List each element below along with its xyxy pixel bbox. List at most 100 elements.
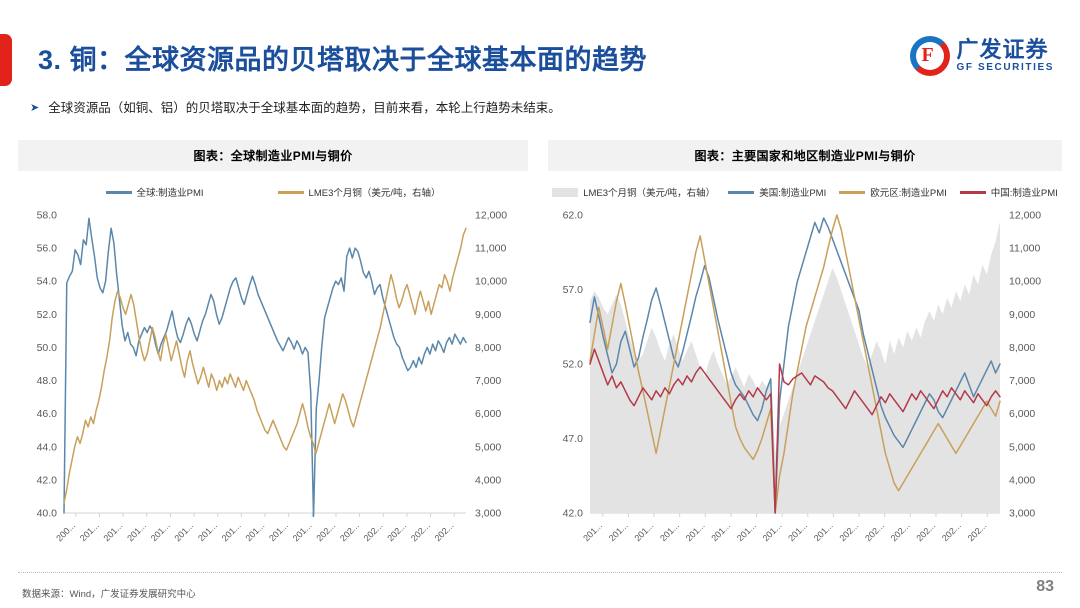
y-axis-tick-left: 58.0 <box>37 210 58 222</box>
y-axis-tick-right: 4,000 <box>1009 474 1035 486</box>
line-chart-right: 42.0 47.0 52.0 57.0 62.0 3,000 4,000 5,000 6,000… <box>563 210 1042 544</box>
y-axis-tick-left: 56.0 <box>37 243 58 255</box>
legend-label: 全球:制造业PMI <box>136 188 204 199</box>
x-axis-tick-label: 202... <box>940 520 963 543</box>
y-axis-tick-left: 47.0 <box>563 433 584 445</box>
source-note: 数据来源：Wind，广发证券发展研究中心 <box>22 589 196 600</box>
chart-line-series <box>63 217 467 518</box>
x-axis-tick-label: 201... <box>684 520 707 543</box>
y-axis-tick-right: 5,000 <box>1009 441 1035 453</box>
x-axis-tick-label: 202... <box>889 520 912 543</box>
y-axis-tick-left: 52.0 <box>563 359 584 371</box>
x-axis-tick-label: 201... <box>125 520 148 543</box>
x-axis-tick-label: 201... <box>786 520 809 543</box>
y-axis-tick-left: 48.0 <box>37 375 58 387</box>
legend-item-eurozone-pmi: 欧元区:制造业PMI <box>839 185 947 199</box>
x-axis-tick-label: 202... <box>914 520 937 543</box>
x-axis-tick-label: 201... <box>267 520 290 543</box>
logo-name-en: GF SECURITIES <box>956 62 1054 73</box>
x-axis-tick-label: 202... <box>385 520 408 543</box>
x-axis-tick-label: 201... <box>149 520 172 543</box>
x-axis-tick-label: 202... <box>837 520 860 543</box>
x-axis-tick-label: 200... <box>54 520 77 543</box>
y-axis-tick-right: 9,000 <box>1009 309 1035 321</box>
x-axis-tick-label: 201... <box>196 520 219 543</box>
chart-line-series <box>589 214 1001 514</box>
y-axis-tick-right: 9,000 <box>475 309 501 321</box>
y-axis-tick-right: 10,000 <box>1009 276 1041 288</box>
logo-mark-icon: F <box>909 36 950 76</box>
plot-area-right: 42.0 47.0 52.0 57.0 62.0 3,000 4,000 5,000 6,000… <box>548 205 1062 565</box>
chart-title-right: 图表：主要国家和地区制造业PMI与铜价 <box>548 140 1062 171</box>
chart-title-left: 图表：全球制造业PMI与铜价 <box>18 140 528 171</box>
legend-item-us-pmi: 美国:制造业PMI <box>728 185 826 199</box>
legend-item-global-pmi: 全球:制造业PMI <box>105 185 204 199</box>
y-axis-tick-right: 8,000 <box>475 342 501 354</box>
x-axis-tick-label: 201... <box>709 520 732 543</box>
y-axis-tick-right: 10,000 <box>475 276 507 288</box>
x-axis-tick-label: 201... <box>581 520 604 543</box>
legend-item-china-pmi: 中国:制造业PMI <box>959 185 1058 199</box>
y-axis-tick-right: 4,000 <box>475 474 501 486</box>
y-axis-tick-left: 54.0 <box>37 276 58 288</box>
legend-swatch-blue <box>728 190 755 194</box>
bullet-arrow-icon: ➤ <box>30 102 40 114</box>
logo-name-cn: 广发证券 <box>956 37 1049 62</box>
chart-legend-left: 全球:制造业PMI LME3个月铜（美元/吨，右轴） <box>18 185 528 199</box>
line-chart-left: 40.0 42.0 44.0 46.0 48.0 50.0 52.0 54.0 56.0 58.0… <box>37 210 508 544</box>
chart-area-series <box>590 221 1000 513</box>
chart-panel-global-pmi: 图表：全球制造业PMI与铜价 全球:制造业PMI LME3个月铜（美元/吨，右轴… <box>18 140 528 560</box>
gf-securities-logo: F 广发证券 GF SECURITIES <box>909 36 1054 76</box>
x-axis-tick-label: 201... <box>220 520 243 543</box>
y-axis-tick-left: 46.0 <box>37 408 58 420</box>
page-title: 3. 铜：全球资源品的贝塔取决于全球基本面的趋势 <box>38 45 648 75</box>
legend-label: 美国:制造业PMI <box>759 188 827 199</box>
y-axis-tick-left: 40.0 <box>37 508 58 520</box>
x-axis-tick-label: 202... <box>863 520 886 543</box>
page-number: 83 <box>1036 578 1054 595</box>
x-axis-tick-label: 202... <box>433 520 456 543</box>
y-axis-tick-right: 7,000 <box>475 375 501 387</box>
chart-line-series <box>63 227 467 504</box>
x-axis-tick-label: 201... <box>607 520 630 543</box>
y-axis-tick-left: 42.0 <box>37 474 58 486</box>
x-axis-tick-label: 202... <box>966 520 989 543</box>
legend-item-lme-copper: LME3个月铜（美元/吨，右轴） <box>277 185 441 199</box>
chart-line-series <box>589 217 1001 514</box>
y-axis-tick-right: 3,000 <box>1009 508 1035 520</box>
x-axis-tick-label: 202... <box>338 520 361 543</box>
legend-label: 中国:制造业PMI <box>990 188 1058 199</box>
x-axis-tick-label: 201... <box>812 520 835 543</box>
y-axis-tick-right: 6,000 <box>475 408 501 420</box>
y-axis-tick-right: 8,000 <box>1009 342 1035 354</box>
y-axis-tick-left: 42.0 <box>563 508 584 520</box>
chart-legend-right: LME3个月铜（美元/吨，右轴） 美国:制造业PMI 欧元区:制造业PMI 中国… <box>548 185 1062 199</box>
plot-area-left: 40.0 42.0 44.0 46.0 48.0 50.0 52.0 54.0 56.0 58.0… <box>18 205 528 565</box>
legend-swatch-gold <box>839 190 866 194</box>
legend-label: LME3个月铜（美元/吨，右轴） <box>583 188 716 199</box>
legend-swatch-blue <box>105 190 132 194</box>
legend-item-lme-copper: LME3个月铜（美元/吨，右轴） <box>552 185 715 199</box>
x-axis-tick-label: 202... <box>362 520 385 543</box>
legend-swatch-red <box>959 190 986 194</box>
x-axis-tick-label: 201... <box>172 520 195 543</box>
chart-line-series <box>589 348 1001 514</box>
y-axis-tick-right: 5,000 <box>475 441 501 453</box>
x-axis-tick-label: 201... <box>658 520 681 543</box>
y-axis-tick-right: 3,000 <box>475 508 501 520</box>
y-axis-tick-left: 57.0 <box>563 284 584 296</box>
legend-swatch-gold <box>277 190 304 194</box>
chart-panel-country-pmi: 图表：主要国家和地区制造业PMI与铜价 LME3个月铜（美元/吨，右轴） 美国:… <box>548 140 1062 560</box>
x-axis-tick-label: 202... <box>409 520 432 543</box>
x-axis-tick-label: 201... <box>761 520 784 543</box>
y-axis-tick-right: 6,000 <box>1009 408 1035 420</box>
legend-label: LME3个月铜（美元/吨，右轴） <box>308 188 441 199</box>
footer-divider <box>18 572 1062 573</box>
legend-label: 欧元区:制造业PMI <box>870 188 947 199</box>
x-axis-tick-label: 201... <box>735 520 758 543</box>
bullet-point: ➤ 全球资源品（如铜、铝）的贝塔取决于全球基本面的趋势，目前来看，本轮上行趋势未… <box>30 100 561 117</box>
y-axis-tick-right: 12,000 <box>1009 210 1041 222</box>
x-axis-tick-label: 201... <box>102 520 125 543</box>
x-axis-tick-label: 201... <box>632 520 655 543</box>
y-axis-tick-right: 7,000 <box>1009 375 1035 387</box>
